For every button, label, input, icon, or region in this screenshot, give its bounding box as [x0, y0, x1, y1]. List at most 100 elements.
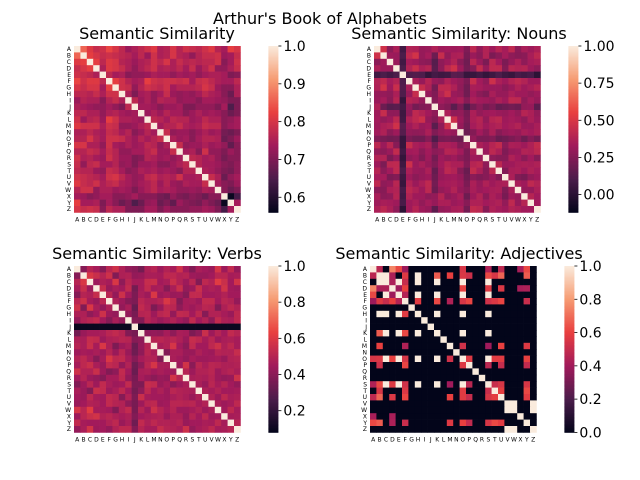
heatmap-cell-H-U	[498, 310, 505, 318]
heatmap-cell-K-Q	[476, 110, 484, 117]
heatmap-cell-B-T	[491, 272, 499, 280]
colorbar-segment	[268, 48, 279, 51]
heatmap-cell-O-Y	[523, 355, 531, 363]
heatmap-cell-I-I	[125, 97, 132, 104]
heatmap-cell-G-Q	[176, 304, 184, 312]
heatmap-cell-R-I	[125, 154, 132, 162]
heatmap-cell-A-G	[412, 46, 420, 53]
heatmap-cell-B-C	[86, 272, 94, 280]
heatmap-cell-Z-H	[118, 206, 126, 213]
heatmap-cell-L-O	[163, 116, 171, 124]
heatmap-cell-I-L	[444, 97, 452, 104]
heatmap-cell-F-J	[131, 298, 139, 305]
heatmap-cell-K-V	[508, 110, 516, 117]
heatmap-cell-L-X	[221, 116, 228, 124]
heatmap-cell-Y-B	[80, 199, 88, 207]
heatmap-cell-Q-N	[457, 148, 464, 156]
row-tick-label: Z	[67, 426, 71, 433]
row-tick-label: Y	[66, 420, 71, 427]
colorbar-segment	[268, 105, 279, 108]
heatmap-cell-T-K	[138, 387, 145, 395]
heatmap-cell-J-I	[421, 323, 428, 331]
heatmap-cell-F-K	[138, 298, 145, 305]
heatmap-cell-J-C	[382, 323, 390, 331]
heatmap-cell-J-P	[466, 323, 473, 331]
heatmap-cell-Y-E	[399, 199, 407, 207]
heatmap-cell-U-P	[170, 394, 177, 401]
heatmap-cell-C-J	[431, 58, 439, 66]
heatmap-cell-R-M	[446, 374, 454, 382]
row-tick-label: N	[67, 349, 72, 356]
heatmap-cell-C-C	[382, 278, 390, 286]
heatmap-cell-F-X	[521, 78, 528, 85]
colorbar-segment	[564, 340, 575, 343]
heatmap-cell-Z-T	[495, 206, 503, 213]
heatmap-cell-V-E	[99, 180, 107, 188]
row-tick-label: Y	[366, 200, 371, 207]
heatmap-cell-A-I	[425, 46, 432, 53]
colorbar-segment	[268, 428, 279, 431]
heatmap-cell-T-Z	[530, 387, 537, 395]
heatmap-cell-S-X	[517, 381, 524, 388]
heatmap-cell-V-N	[457, 180, 464, 188]
heatmap-cell-V-Q	[176, 400, 184, 408]
colorbar-segment	[268, 102, 279, 105]
colorbar-segment	[268, 50, 279, 52]
heatmap-cell-Y-A	[374, 199, 381, 207]
heatmap-cell-K-I	[425, 110, 432, 117]
row-tick-label: L	[68, 117, 72, 124]
heatmap-cell-D-Y	[527, 65, 535, 72]
heatmap-cell-H-I	[125, 310, 132, 318]
heatmap-cell-Y-J	[131, 419, 139, 427]
heatmap-cell-O-D	[93, 355, 100, 363]
heatmap-cell-M-Y	[527, 122, 535, 130]
heatmap-cell-D-Q	[472, 285, 480, 292]
heatmap-cell-M-P	[470, 122, 477, 130]
heatmap-cell-B-G	[412, 52, 420, 60]
heatmap-cell-M-A	[370, 342, 377, 350]
heatmap-cell-H-Z	[530, 310, 537, 318]
heatmap-cell-Y-C	[86, 419, 94, 427]
heatmap-cell-O-T	[195, 355, 203, 363]
heatmap-cell-D-F	[402, 285, 409, 292]
heatmap-cell-J-G	[408, 323, 416, 331]
column-tick-label: M	[451, 216, 456, 223]
heatmap-cell-A-M	[446, 266, 454, 273]
heatmap-cell-J-Y	[523, 323, 531, 331]
heatmap-cell-L-Q	[472, 336, 480, 344]
heatmap-cell-G-E	[399, 84, 407, 92]
panel-title-verbs: Semantic Similarity: Verbs	[52, 244, 262, 263]
heatmap-cell-T-M	[450, 167, 458, 175]
colorbar-segment	[564, 426, 575, 429]
heatmap-cell-V-E	[399, 180, 407, 188]
heatmap-cell-M-X	[517, 342, 524, 350]
heatmap-cell-T-U	[498, 387, 505, 395]
heatmap-cell-C-U	[202, 58, 209, 66]
column-tick-label: U	[203, 436, 207, 443]
heatmap-cell-J-X	[221, 103, 228, 111]
heatmap-cell-C-L	[144, 58, 152, 66]
row-tick-label: O	[66, 136, 71, 143]
heatmap-cell-T-N	[157, 387, 164, 395]
heatmap-cell-O-R	[182, 355, 190, 363]
heatmap-cell-U-R	[182, 394, 190, 401]
heatmap-cell-N-M	[450, 129, 458, 136]
heatmap-cell-P-E	[99, 362, 107, 369]
heatmap-cell-O-C	[382, 355, 390, 363]
heatmap-cell-M-A	[74, 122, 81, 130]
heatmap-cell-X-T	[195, 193, 203, 200]
heatmap-cell-H-U	[202, 90, 209, 98]
heatmap-cell-U-X	[521, 174, 528, 181]
heatmap-cell-L-V	[208, 336, 216, 344]
heatmap-cell-O-N	[453, 355, 460, 363]
heatmap-cell-B-V	[208, 52, 216, 60]
heatmap-cell-T-L	[440, 387, 448, 395]
heatmap-cell-P-Q	[476, 142, 484, 149]
colorbar-segment	[568, 148, 579, 151]
heatmap-cell-S-N	[457, 161, 464, 168]
heatmap-cell-V-L	[440, 400, 448, 408]
heatmap-cell-O-K	[138, 135, 145, 143]
colorbar-segment	[568, 158, 579, 161]
heatmap-cell-O-F	[106, 135, 113, 143]
heatmap-cell-B-J	[431, 52, 439, 60]
